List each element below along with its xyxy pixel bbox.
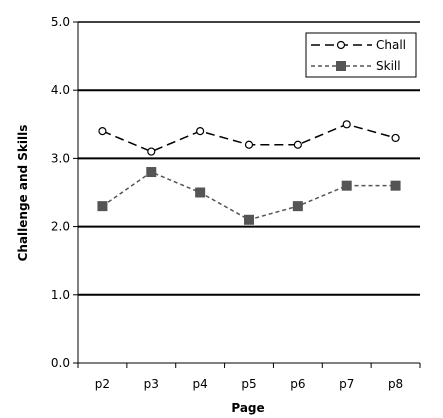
y-tick-label: 0.0 (51, 356, 70, 370)
legend-box (305, 32, 417, 78)
data-point-chall (98, 127, 107, 136)
series-skill (97, 167, 401, 225)
data-point-chall (342, 120, 351, 129)
x-tick-label: p6 (290, 377, 305, 391)
y-tick-label: 5.0 (51, 15, 70, 29)
y-tick-labels: 0.0 1.0 2.0 3.0 4.0 5.0 (51, 15, 70, 370)
legend-item-chall: Chall (311, 38, 406, 52)
series-line-skill (101, 171, 396, 221)
data-point-skill (146, 167, 157, 178)
series (97, 120, 401, 225)
x-tick-label: p3 (144, 377, 159, 391)
legend-label: Skill (376, 59, 401, 73)
data-point-chall (391, 133, 400, 143)
legend: Chall Skill (305, 32, 417, 78)
series-chall (98, 120, 400, 156)
data-point-chall (196, 127, 205, 136)
data-point-chall (244, 140, 254, 149)
x-tick-label: p4 (193, 377, 208, 391)
x-tick-label: p5 (241, 377, 256, 391)
legend-marker (336, 61, 346, 71)
legend-item-skill: Skill (311, 59, 401, 73)
y-tick-label: 4.0 (51, 83, 70, 97)
data-point-chall (147, 147, 156, 156)
y-tick-label: 2.0 (51, 220, 70, 234)
grid-lines (78, 21, 420, 296)
data-point-skill (195, 187, 206, 198)
x-tick-label: p7 (339, 377, 354, 391)
data-point-skill (244, 214, 254, 225)
data-point-chall (293, 140, 302, 149)
legend-marker (336, 40, 346, 50)
data-point-skill (390, 180, 401, 191)
x-tick-label: p2 (95, 377, 110, 391)
data-point-skill (341, 180, 352, 191)
x-axis-title: Page (231, 401, 264, 415)
x-tick-label: p8 (388, 377, 403, 391)
data-point-skill (292, 201, 303, 212)
y-tick-label: 3.0 (51, 151, 70, 165)
legend-label: Chall (376, 38, 406, 52)
y-tick-label: 1.0 (51, 288, 70, 302)
data-point-skill (97, 201, 108, 212)
x-tick-labels: p2 p3 p4 p5 p6 p7 p8 (95, 377, 403, 391)
axes (73, 21, 421, 368)
y-axis-title: Challenge and Skills (16, 125, 30, 262)
